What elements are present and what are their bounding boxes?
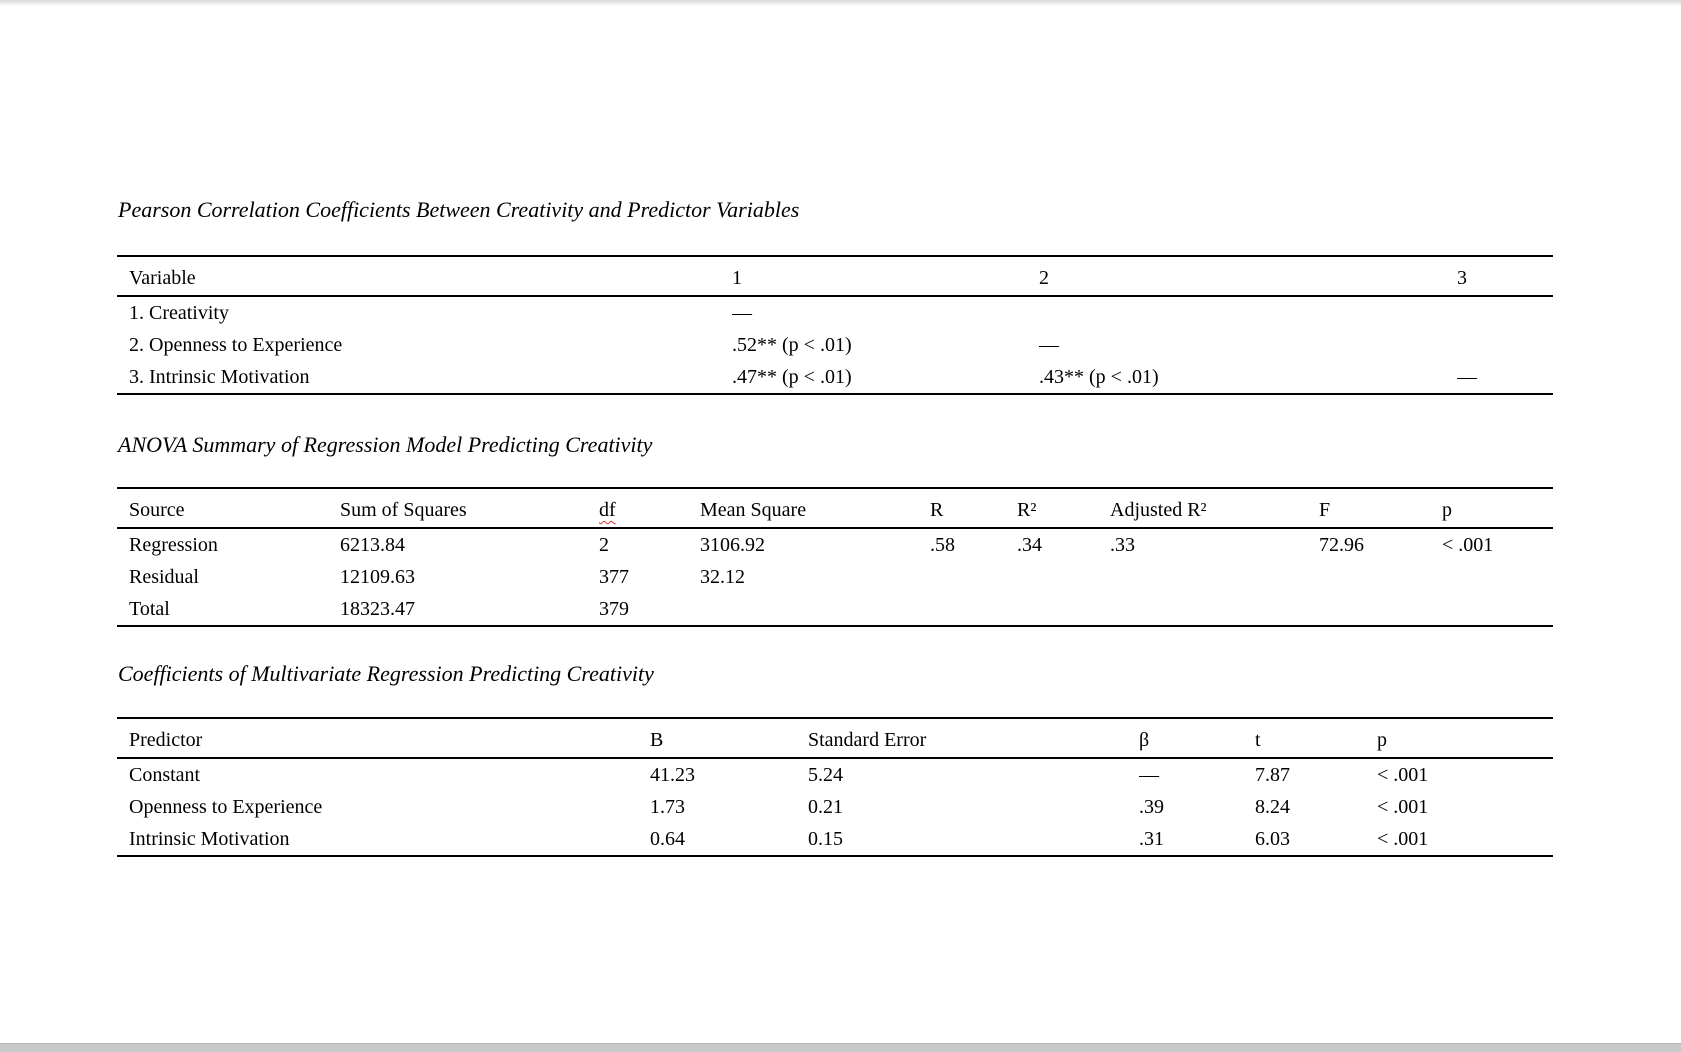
table-row: Openness to Experience 1.73 0.21 .39 8.24 < .…: [117, 791, 1553, 823]
table-cell: 2: [599, 533, 609, 556]
table-cell: Regression: [129, 533, 218, 556]
table-cell: 379: [599, 597, 629, 620]
table-cell: 7.87: [1255, 763, 1290, 786]
table-row: Residual 12109.63 377 32.12: [117, 561, 1553, 593]
table-cell: [1457, 296, 1553, 329]
table-cell: [1319, 593, 1442, 626]
table-cell: 1. Creativity: [129, 301, 229, 324]
column-header: p: [1377, 718, 1553, 759]
table-cell: < .001: [1377, 827, 1429, 850]
anova-table-title: ANOVA Summary of Regression Model Predic…: [118, 432, 653, 457]
table-row: 3. Intrinsic Motivation .47** (p < .01) .4…: [117, 361, 1553, 394]
anova-table: Source Sum of Squares df Mean Square R R² Adju…: [117, 487, 1553, 627]
table-cell: [1110, 593, 1319, 626]
table-cell: 18323.47: [340, 597, 415, 620]
table-row: 1. Creativity —: [117, 296, 1553, 329]
column-header: df: [599, 488, 700, 529]
correlation-table-title: Pearson Correlation Coefficients Between…: [118, 197, 800, 222]
table-cell: [1442, 561, 1553, 593]
table-cell: .52** (p < .01): [732, 333, 852, 356]
column-header: Standard Error: [808, 718, 1139, 759]
table-cell: < .001: [1442, 533, 1494, 556]
table-cell: Constant: [129, 763, 201, 786]
column-header: Sum of Squares: [340, 488, 599, 529]
column-header: β: [1139, 718, 1255, 759]
column-header: F: [1319, 488, 1442, 529]
table-cell: < .001: [1377, 763, 1429, 786]
table-row: Constant 41.23 5.24 — 7.87 < .001: [117, 758, 1553, 791]
table-cell: [1319, 561, 1442, 593]
column-header: B: [650, 718, 808, 759]
table-cell: Intrinsic Motivation: [129, 827, 290, 850]
table-cell: —: [1139, 763, 1159, 786]
correlation-table: Variable 1 2 3 1. Creativity —2. Openness to…: [117, 255, 1553, 395]
table-cell: —: [1039, 333, 1059, 356]
column-header: 3: [1457, 256, 1553, 297]
table-cell: 5.24: [808, 763, 843, 786]
table-cell: [1017, 593, 1110, 626]
column-header: Adjusted R²: [1110, 488, 1319, 529]
table-cell: 6.03: [1255, 827, 1290, 850]
table-cell: .58: [930, 533, 955, 556]
table-row: 2. Openness to Experience .52** (p < .01)…: [117, 329, 1553, 361]
column-header: Variable: [117, 256, 732, 297]
table-cell: 1.73: [650, 795, 685, 818]
misspelled-word: df: [599, 499, 616, 521]
column-header: 2: [1039, 256, 1457, 297]
column-header: p: [1442, 488, 1553, 529]
table-cell: 0.15: [808, 827, 843, 850]
table-cell: 32.12: [700, 565, 745, 588]
table-cell: [1457, 329, 1553, 361]
header-row: Predictor B Standard Error β t p: [117, 718, 1553, 759]
column-header: Source: [117, 488, 340, 529]
table-row: Regression 6213.84 2 3106.92 .58 .34 .33 72.96 <…: [117, 528, 1553, 561]
table-cell: .39: [1139, 795, 1164, 818]
coefficients-table-title: Coefficients of Multivariate Regression …: [118, 661, 654, 686]
table-cell: [930, 593, 1017, 626]
page-bottom-edge: [0, 1043, 1681, 1052]
table-cell: 41.23: [650, 763, 695, 786]
table-cell: 377: [599, 565, 629, 588]
table-cell: 8.24: [1255, 795, 1290, 818]
table-cell: 3106.92: [700, 533, 765, 556]
table-cell: [1110, 561, 1319, 593]
column-header: t: [1255, 718, 1377, 759]
page-top-edge: [0, 0, 1681, 6]
table-cell: .43** (p < .01): [1039, 365, 1159, 388]
table-row: Intrinsic Motivation 0.64 0.15 .31 6.03 < .00…: [117, 823, 1553, 856]
table-cell: —: [732, 301, 752, 324]
table-cell: < .001: [1377, 795, 1429, 818]
table-cell: 3. Intrinsic Motivation: [129, 365, 310, 388]
table-cell: [1442, 593, 1553, 626]
header-row: Variable 1 2 3: [117, 256, 1553, 297]
table-cell: [700, 593, 930, 626]
table-row: Total 18323.47 379: [117, 593, 1553, 626]
table-cell: 2. Openness to Experience: [129, 333, 343, 356]
coefficients-table: Predictor B Standard Error β t p Constant 41.2…: [117, 717, 1553, 857]
table-cell: Total: [129, 597, 170, 620]
table-cell: 12109.63: [340, 565, 415, 588]
column-header: R: [930, 488, 1017, 529]
table-cell: 0.64: [650, 827, 685, 850]
header-row: Source Sum of Squares df Mean Square R R² Adju…: [117, 488, 1553, 529]
column-header: Mean Square: [700, 488, 930, 529]
table-cell: .34: [1017, 533, 1042, 556]
table-cell: [1017, 561, 1110, 593]
table-cell: .33: [1110, 533, 1135, 556]
table-cell: 72.96: [1319, 533, 1364, 556]
table-cell: Residual: [129, 565, 199, 588]
column-header: 1: [732, 256, 1039, 297]
table-cell: .47** (p < .01): [732, 365, 852, 388]
column-header: R²: [1017, 488, 1110, 529]
table-cell: 0.21: [808, 795, 843, 818]
table-cell: 6213.84: [340, 533, 405, 556]
column-header: Predictor: [117, 718, 650, 759]
table-cell: .31: [1139, 827, 1164, 850]
table-cell: Openness to Experience: [129, 795, 323, 818]
table-cell: —: [1457, 365, 1477, 388]
table-cell: [1039, 296, 1457, 329]
table-cell: [930, 561, 1017, 593]
